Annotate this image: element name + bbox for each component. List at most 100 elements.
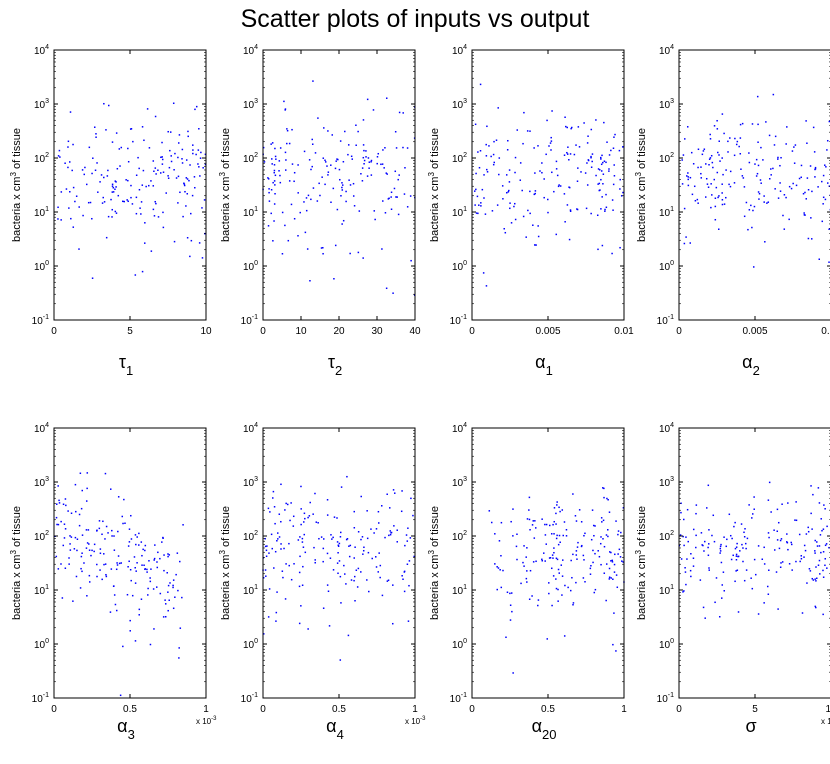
data-point xyxy=(340,531,342,534)
data-point xyxy=(115,568,118,571)
data-point xyxy=(539,170,541,172)
data-point xyxy=(366,537,369,540)
data-point xyxy=(72,226,75,228)
data-point xyxy=(157,551,159,554)
data-point xyxy=(398,111,401,114)
y-tick-label: 104 xyxy=(34,44,49,57)
data-point xyxy=(774,188,776,190)
x-multiplier-label: x 10-3 xyxy=(405,716,426,726)
data-point xyxy=(614,133,616,136)
axes-box xyxy=(471,427,625,699)
data-point xyxy=(75,575,78,578)
data-point xyxy=(545,543,547,545)
data-point xyxy=(106,175,109,177)
data-point xyxy=(284,509,286,511)
data-point xyxy=(477,212,479,215)
data-point xyxy=(162,226,165,229)
data-point xyxy=(105,236,108,239)
data-point xyxy=(198,166,200,168)
data-point xyxy=(157,169,159,171)
data-point xyxy=(482,272,485,274)
data-point xyxy=(307,194,310,197)
data-point xyxy=(720,561,723,564)
data-point xyxy=(276,540,278,542)
data-point xyxy=(74,536,77,539)
data-point xyxy=(718,228,720,230)
data-point xyxy=(322,252,324,255)
data-point xyxy=(683,207,686,210)
data-point xyxy=(791,569,793,571)
data-point xyxy=(618,149,621,152)
data-point xyxy=(313,546,315,549)
data-point xyxy=(284,108,287,110)
data-point xyxy=(741,122,744,125)
data-point xyxy=(804,549,807,552)
data-point xyxy=(339,140,342,142)
x-tick-label: 0.005 xyxy=(535,326,560,337)
data-point xyxy=(280,520,282,523)
data-point xyxy=(479,150,482,152)
data-point xyxy=(807,189,810,191)
data-point xyxy=(608,578,611,580)
data-point xyxy=(584,581,586,583)
data-point xyxy=(388,534,390,537)
data-point xyxy=(548,524,551,527)
data-point xyxy=(353,527,356,529)
data-point xyxy=(375,566,378,568)
data-point xyxy=(185,159,188,161)
data-point xyxy=(746,537,749,540)
data-point xyxy=(112,186,115,189)
data-point xyxy=(96,575,98,578)
data-point xyxy=(181,596,183,599)
data-point xyxy=(759,179,762,181)
x-tick-label: 0 xyxy=(469,704,475,715)
data-point xyxy=(78,248,80,250)
data-point xyxy=(363,163,365,165)
data-point xyxy=(490,155,492,158)
data-point xyxy=(68,557,70,559)
data-point xyxy=(57,523,60,526)
data-point xyxy=(828,546,830,549)
data-point xyxy=(337,552,339,554)
data-point xyxy=(322,246,324,249)
data-point xyxy=(498,173,500,176)
data-point xyxy=(403,590,406,593)
data-point xyxy=(811,238,813,240)
data-point xyxy=(816,577,818,580)
data-point xyxy=(67,510,69,512)
data-point xyxy=(377,152,380,155)
data-point xyxy=(394,492,396,494)
y-tick-label: 101 xyxy=(243,206,258,219)
data-point xyxy=(326,552,329,555)
data-point xyxy=(101,202,104,204)
data-point xyxy=(272,181,274,184)
data-point xyxy=(99,569,101,571)
data-point xyxy=(390,196,392,198)
data-point xyxy=(716,128,719,130)
data-point xyxy=(735,143,738,146)
data-point xyxy=(332,569,335,571)
data-point xyxy=(684,567,686,569)
data-point xyxy=(314,492,316,495)
data-point xyxy=(691,193,694,196)
data-point xyxy=(564,584,566,587)
data-point xyxy=(174,152,176,155)
data-point xyxy=(85,500,88,502)
data-point xyxy=(304,551,307,554)
data-point xyxy=(130,196,132,199)
data-point xyxy=(528,509,530,511)
data-point xyxy=(711,534,713,537)
data-point xyxy=(613,563,616,566)
data-point xyxy=(592,561,594,564)
data-point xyxy=(355,124,357,126)
data-point xyxy=(820,518,822,520)
data-point xyxy=(553,520,555,523)
data-point xyxy=(541,558,543,561)
data-point xyxy=(184,190,186,193)
data-point xyxy=(85,547,88,549)
data-point xyxy=(345,200,347,203)
x-tick-label: 40 xyxy=(409,326,421,337)
data-point xyxy=(600,563,602,566)
data-point xyxy=(537,604,539,607)
data-point xyxy=(123,498,125,501)
